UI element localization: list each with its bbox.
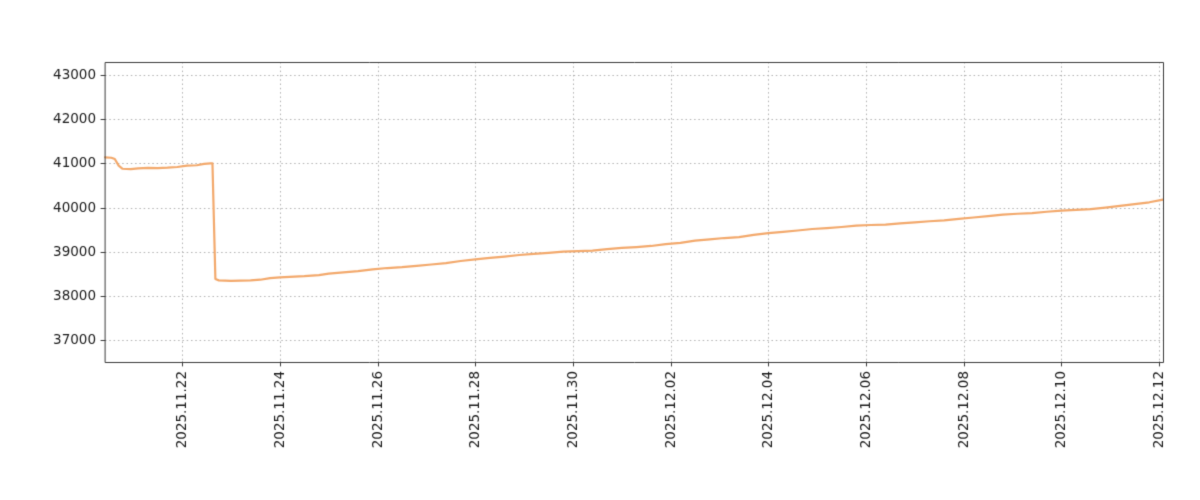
posts-line-chart [0, 0, 1200, 500]
chart-figure: Number of Posts [0, 0, 1200, 500]
